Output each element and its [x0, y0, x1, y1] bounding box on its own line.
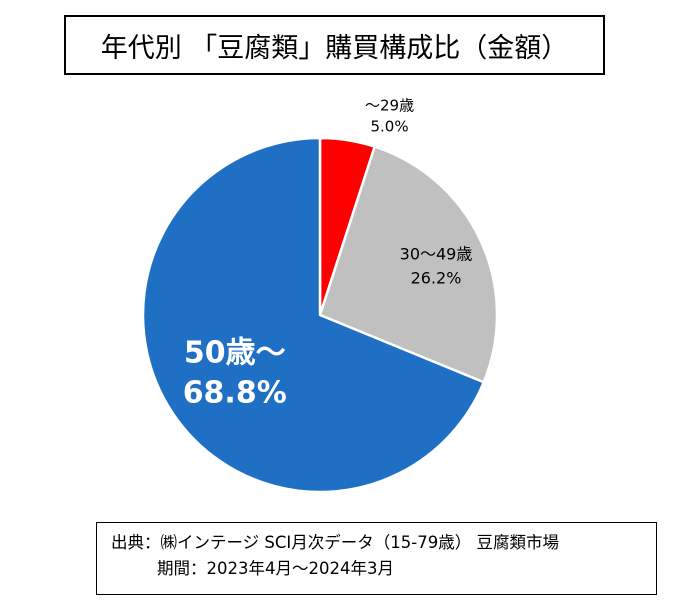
- slice-value-label-1: 5.0%: [371, 117, 409, 135]
- pie-slice-2: [318, 145, 499, 384]
- source-line-1: 出典：㈱インテージ SCI月次データ（15-79歳） 豆腐類市場: [111, 533, 559, 552]
- slice-category-label-2: 30～49歳: [400, 245, 473, 264]
- chart-title: 年代別 「豆腐類」購買構成比（金額）: [64, 15, 605, 75]
- pie-slice-3: [141, 136, 485, 494]
- slice-category-label-3: 50歳～: [184, 336, 286, 371]
- source-line-2: 期間：2023年4月～2024年3月: [157, 559, 394, 578]
- slice-value-label-2: 26.2%: [411, 269, 462, 288]
- slice-value-label-3: 68.8%: [183, 376, 287, 411]
- slice-category-label-1: ～29歳: [365, 96, 414, 114]
- source-note: 出典：㈱インテージ SCI月次データ（15-79歳） 豆腐類市場 期間：2023…: [96, 522, 657, 595]
